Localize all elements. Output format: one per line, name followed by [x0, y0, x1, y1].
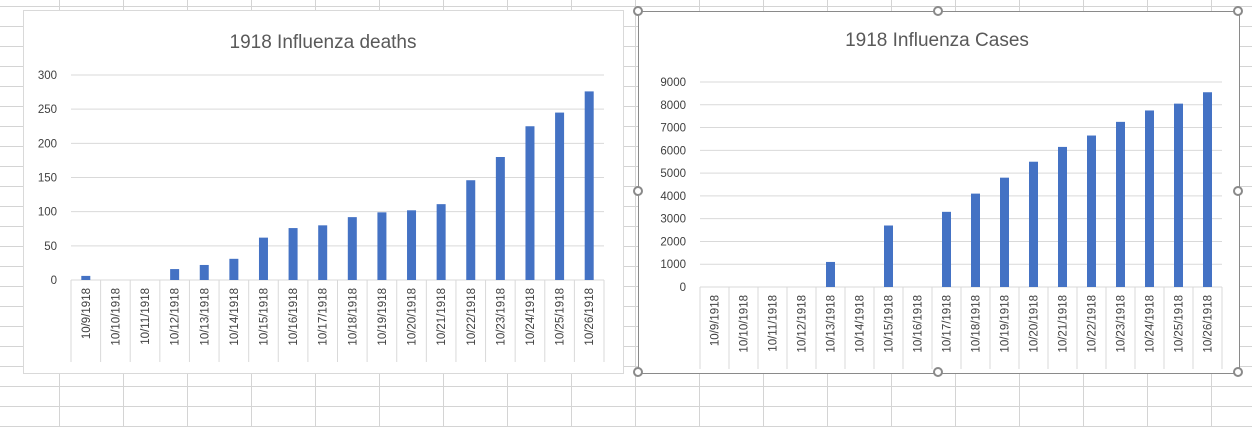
x-tick-label: 10/21/1918	[1058, 295, 1070, 353]
y-tick-label: 9000	[660, 77, 686, 89]
x-tick-label: 10/13/1918	[826, 295, 838, 353]
x-tick-label: 10/12/1918	[170, 288, 182, 346]
chart-title: 1918 Influenza deaths	[230, 32, 417, 53]
x-tick-label: 10/12/1918	[797, 295, 809, 353]
x-tick-label: 10/16/1918	[913, 295, 925, 353]
bar[interactable]	[1087, 135, 1096, 287]
resize-handle-bottom-center[interactable]	[933, 367, 943, 377]
x-tick-label: 10/16/1918	[288, 288, 300, 346]
x-tick-label: 10/19/1918	[377, 288, 389, 346]
y-tick-label: 0	[51, 275, 57, 287]
bar[interactable]	[495, 157, 505, 280]
y-tick-label: 200	[38, 138, 57, 150]
x-tick-label: 10/10/1918	[739, 295, 751, 353]
x-tick-label: 10/22/1918	[466, 288, 478, 346]
x-tick-label: 10/9/1918	[81, 288, 93, 339]
resize-handle-middle-right[interactable]	[1233, 186, 1243, 196]
resize-handle-middle-left[interactable]	[633, 186, 643, 196]
bar[interactable]	[942, 211, 951, 287]
x-tick-label: 10/11/1918	[768, 295, 780, 352]
resize-handle-bottom-right[interactable]	[1233, 367, 1243, 377]
x-tick-label: 10/18/1918	[347, 288, 359, 346]
x-tick-label: 10/17/1918	[318, 288, 330, 346]
x-tick-label: 10/20/1918	[407, 288, 419, 346]
x-tick-label: 10/15/1918	[884, 295, 896, 353]
bar[interactable]	[1029, 161, 1038, 287]
chart-title: 1918 Influenza Cases	[845, 30, 1029, 51]
bar[interactable]	[1116, 121, 1125, 287]
x-tick-label: 10/11/1918	[140, 288, 152, 345]
bar[interactable]	[436, 204, 446, 280]
y-tick-label: 250	[38, 104, 57, 116]
y-tick-label: 6000	[660, 145, 686, 157]
bar[interactable]	[258, 237, 268, 280]
bar[interactable]	[466, 180, 476, 280]
chart-influenza-deaths[interactable]: 1918 Influenza deaths 0 50 100 150 200 250 300…	[23, 10, 624, 374]
bar[interactable]	[1203, 92, 1212, 287]
chart-cases-svg: 1918 Influenza Cases 0 1000 2000 3000 4000 50…	[660, 30, 1223, 369]
x-tick-label: 10/25/1918	[555, 288, 567, 346]
x-tick-label: 10/10/1918	[110, 288, 122, 346]
y-tick-label: 4000	[660, 191, 686, 203]
x-tick-label: 10/15/1918	[258, 288, 270, 346]
chart-deaths-svg: 1918 Influenza deaths 0 50 100 150 200 250 300…	[38, 32, 605, 362]
x-tick-label: 10/14/1918	[855, 295, 867, 353]
y-tick-label: 1000	[660, 259, 686, 271]
x-tick-label: 10/18/1918	[971, 295, 983, 353]
bar[interactable]	[199, 264, 209, 280]
x-tick-label: 10/14/1918	[229, 288, 241, 346]
bar[interactable]	[288, 228, 298, 280]
resize-handle-bottom-left[interactable]	[633, 367, 643, 377]
bar[interactable]	[826, 261, 835, 287]
y-tick-label: 300	[38, 70, 57, 82]
x-tick-label: 10/26/1918	[584, 288, 596, 346]
x-tick-label: 10/20/1918	[1029, 295, 1041, 353]
bar[interactable]	[555, 112, 565, 280]
x-tick-label: 10/21/1918	[436, 288, 448, 346]
bar[interactable]	[1058, 146, 1067, 287]
bar[interactable]	[884, 225, 893, 288]
y-tick-label: 8000	[660, 100, 686, 112]
bar[interactable]	[377, 212, 387, 280]
y-tick-label: 50	[44, 241, 57, 253]
chart-influenza-cases[interactable]: 1918 Influenza Cases 0 1000 2000 3000 4000 50…	[638, 11, 1240, 374]
bar[interactable]	[318, 225, 328, 280]
y-tick-label: 0	[680, 282, 686, 294]
bar[interactable]	[81, 275, 91, 280]
y-tick-label: 100	[38, 207, 57, 219]
y-tick-label: 150	[38, 173, 57, 185]
x-tick-label: 10/25/1918	[1174, 295, 1186, 353]
bar[interactable]	[1000, 177, 1009, 287]
bar[interactable]	[407, 210, 417, 280]
x-tick-label: 10/9/1918	[710, 295, 722, 346]
resize-handle-top-center[interactable]	[933, 6, 943, 16]
bar[interactable]	[525, 126, 535, 280]
x-tick-label: 10/26/1918	[1203, 295, 1215, 353]
x-tick-label: 10/19/1918	[1000, 295, 1012, 353]
bar[interactable]	[170, 269, 180, 280]
y-tick-label: 7000	[660, 123, 686, 135]
bar[interactable]	[1145, 110, 1154, 287]
x-tick-label: 10/17/1918	[942, 295, 954, 353]
x-tick-label: 10/24/1918	[525, 288, 537, 346]
x-tick-label: 10/13/1918	[199, 288, 211, 346]
bar[interactable]	[584, 91, 594, 281]
resize-handle-top-right[interactable]	[1233, 6, 1243, 16]
bar[interactable]	[347, 217, 357, 280]
x-tick-label: 10/23/1918	[495, 288, 507, 346]
y-tick-label: 5000	[660, 168, 686, 180]
bar[interactable]	[971, 193, 980, 287]
y-tick-label: 2000	[660, 236, 686, 248]
bar[interactable]	[1174, 103, 1183, 287]
y-tick-label: 3000	[660, 214, 686, 226]
x-tick-label: 10/23/1918	[1116, 295, 1128, 353]
x-tick-label: 10/24/1918	[1145, 295, 1157, 353]
bar[interactable]	[229, 258, 239, 280]
resize-handle-top-left[interactable]	[633, 6, 643, 16]
x-tick-label: 10/22/1918	[1087, 295, 1099, 353]
